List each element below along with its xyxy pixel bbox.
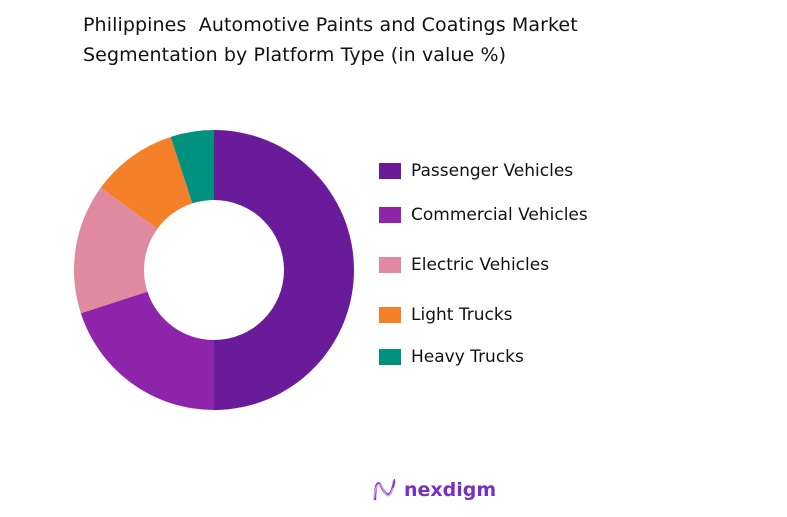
legend-swatch (379, 349, 401, 365)
slice-electric-vehicles (73, 187, 158, 314)
slice-light-trucks (100, 136, 193, 229)
nexdigm-logo: nexdigm (372, 478, 496, 502)
title-line-2: Segmentation by Platform Type (in value … (83, 44, 507, 66)
legend-label: Light Trucks (411, 305, 513, 325)
slice-commercial-vehicles (80, 291, 215, 410)
legend-item: Passenger Vehicles (379, 161, 573, 181)
slice-passenger-vehicles (214, 130, 354, 410)
title-line-1: Philippines Automotive Paints and Coatin… (83, 14, 578, 36)
legend-label: Passenger Vehicles (411, 161, 574, 181)
legend-label: Heavy Trucks (411, 347, 524, 367)
chart-title: Philippines Automotive Paints and Coatin… (83, 10, 578, 70)
legend-label: Electric Vehicles (411, 255, 550, 275)
legend-swatch (379, 257, 401, 273)
legend-item: Light Trucks (379, 305, 513, 325)
legend-swatch (379, 163, 401, 179)
nexdigm-logo-icon (373, 478, 397, 501)
legend-item: Heavy Trucks (379, 347, 524, 367)
legend-item: Commercial Vehicles (379, 205, 588, 225)
legend-swatch (379, 207, 401, 223)
slice-heavy-trucks (170, 130, 214, 204)
brand-name: nexdigm (404, 479, 497, 501)
legend-label: Commercial Vehicles (411, 205, 588, 225)
legend-item: Electric Vehicles (379, 255, 549, 275)
legend-swatch (379, 307, 401, 323)
